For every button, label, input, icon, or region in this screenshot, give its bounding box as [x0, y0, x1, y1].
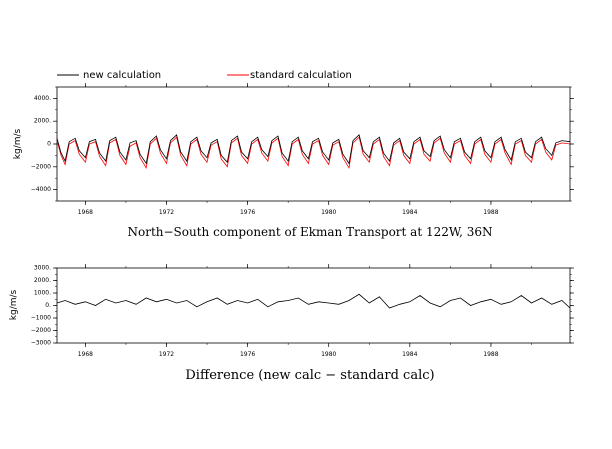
series-standard-calculation	[56, 136, 571, 170]
x-tick-label: 1988	[483, 209, 498, 216]
x-tick-label: 1984	[402, 209, 417, 216]
y-axis-label: kg/m/s	[9, 289, 19, 320]
y-tick-label: 4000.	[34, 95, 51, 102]
x-tick-label: 1984	[402, 351, 417, 358]
y-tick-label: 0.	[45, 302, 51, 309]
y-tick-label: −1000	[31, 315, 51, 322]
y-tick-label: −3000	[31, 340, 51, 347]
x-tick-label: 1972	[159, 351, 174, 358]
x-tick-label: 1972	[159, 209, 174, 216]
y-tick-label: 2000.	[34, 118, 51, 125]
x-tick-label: 1976	[240, 209, 255, 216]
legend: new calculation standard calculation	[57, 70, 352, 81]
ekman-transport-chart: −4000 −2000 0 2000. 4000. 1968 1972 1976 1980 19…	[13, 83, 574, 239]
x-tick-label: 1980	[321, 351, 336, 358]
series-new-calculation	[56, 134, 571, 165]
y-axis-label: kg/m/s	[13, 128, 23, 159]
plot-frame	[56, 267, 571, 344]
difference-chart: −3000 −2000 −1000 0. 1000. 2000. 3000. 1968 197…	[9, 264, 574, 383]
y-tick-label: 3000.	[34, 265, 51, 272]
legend-new-label: new calculation	[83, 70, 161, 81]
x-tick-label: 1980	[321, 209, 336, 216]
x-tick-label: 1968	[78, 351, 93, 358]
x-tick-label: 1968	[78, 209, 93, 216]
y-tick-label: −4000	[31, 186, 51, 193]
y-tick-label: 1000.	[34, 290, 51, 297]
chart-title: Difference (new calc − standard calc)	[185, 368, 434, 383]
series-difference	[56, 293, 571, 309]
x-tick-label: 1988	[483, 351, 498, 358]
legend-standard-label: standard calculation	[250, 70, 352, 81]
y-tick-label: −2000	[31, 163, 51, 170]
x-tick-label: 1976	[240, 351, 255, 358]
chart-title: North−South component of Ekman Transport…	[127, 225, 492, 239]
y-tick-label: −2000	[31, 327, 51, 334]
y-tick-label: 0	[47, 141, 51, 148]
y-tick-label: 2000.	[34, 277, 51, 284]
